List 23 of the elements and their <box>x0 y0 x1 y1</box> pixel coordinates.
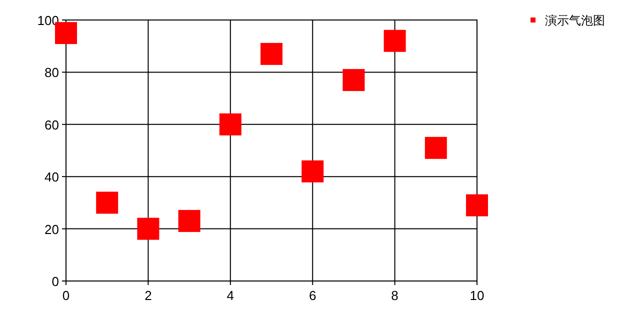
point <box>260 42 282 65</box>
x-tick-label: 4 <box>226 288 234 303</box>
y-tick-label: 20 <box>44 222 59 237</box>
point <box>384 30 406 52</box>
point <box>178 210 200 232</box>
point <box>424 136 447 159</box>
point <box>342 69 365 92</box>
legend-label: 演示气泡图 <box>545 14 605 28</box>
x-tick-label: 2 <box>144 288 152 303</box>
y-tick-label: 0 <box>52 274 59 289</box>
y-tick-label: 80 <box>44 65 59 80</box>
point <box>219 113 242 136</box>
x-tick-label: 0 <box>62 288 70 303</box>
x-tick-label: 8 <box>391 288 398 303</box>
point <box>302 160 324 182</box>
y-tick-label: 60 <box>44 117 59 132</box>
x-tick-label: 6 <box>308 288 316 303</box>
point <box>466 194 488 216</box>
y-tick-label: 40 <box>44 170 59 185</box>
point <box>96 192 118 214</box>
point <box>137 218 160 240</box>
x-tick-label: 10 <box>470 288 484 303</box>
legend: 演示气泡图 <box>530 14 605 28</box>
